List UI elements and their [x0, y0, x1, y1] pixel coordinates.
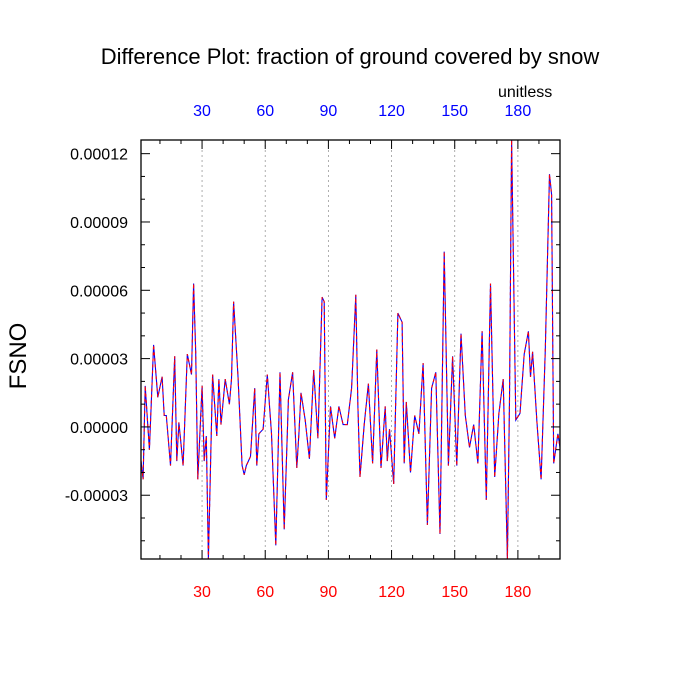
- y-tick-label: 0.00012: [70, 147, 128, 164]
- x-tick-label-top: 180: [505, 103, 532, 120]
- x-tick-label-bottom: 120: [378, 584, 405, 601]
- y-tick-label: 0.00006: [70, 283, 128, 300]
- units-label: unitless: [498, 84, 553, 101]
- x-tick-label-top: 30: [193, 103, 211, 120]
- x-tick-label-bottom: 150: [441, 584, 468, 601]
- y-axis-label: FSNO: [5, 322, 32, 390]
- series-line-blue: [141, 140, 560, 559]
- y-tick-label: -0.00003: [65, 488, 128, 505]
- x-tick-label-bottom: 30: [193, 584, 211, 601]
- x-tick-label-bottom: 180: [505, 584, 532, 601]
- x-tick-label-bottom: 60: [256, 584, 274, 601]
- grid-lines: [201, 140, 519, 559]
- series-line-red-dashed: [141, 140, 560, 559]
- x-tick-label-top: 60: [256, 103, 274, 120]
- y-tick-label: 0.00003: [70, 352, 128, 369]
- x-tick-label-bottom: 90: [319, 584, 337, 601]
- y-tick-label: 0.00000: [70, 420, 128, 437]
- series-layer: [141, 140, 560, 559]
- tick-marks: [141, 140, 561, 559]
- x-tick-label-top: 120: [378, 103, 405, 120]
- tick-labels: 30 30 60 60 90 90 120 120 150 150 180 180 -0.00003 0.…: [65, 103, 532, 601]
- plot-frame: [140, 139, 561, 560]
- x-tick-label-top: 150: [441, 103, 468, 120]
- x-tick-label-top: 90: [319, 103, 337, 120]
- chart-title: Difference Plot: fraction of ground cove…: [100, 44, 600, 69]
- y-tick-label: 0.00009: [70, 215, 128, 232]
